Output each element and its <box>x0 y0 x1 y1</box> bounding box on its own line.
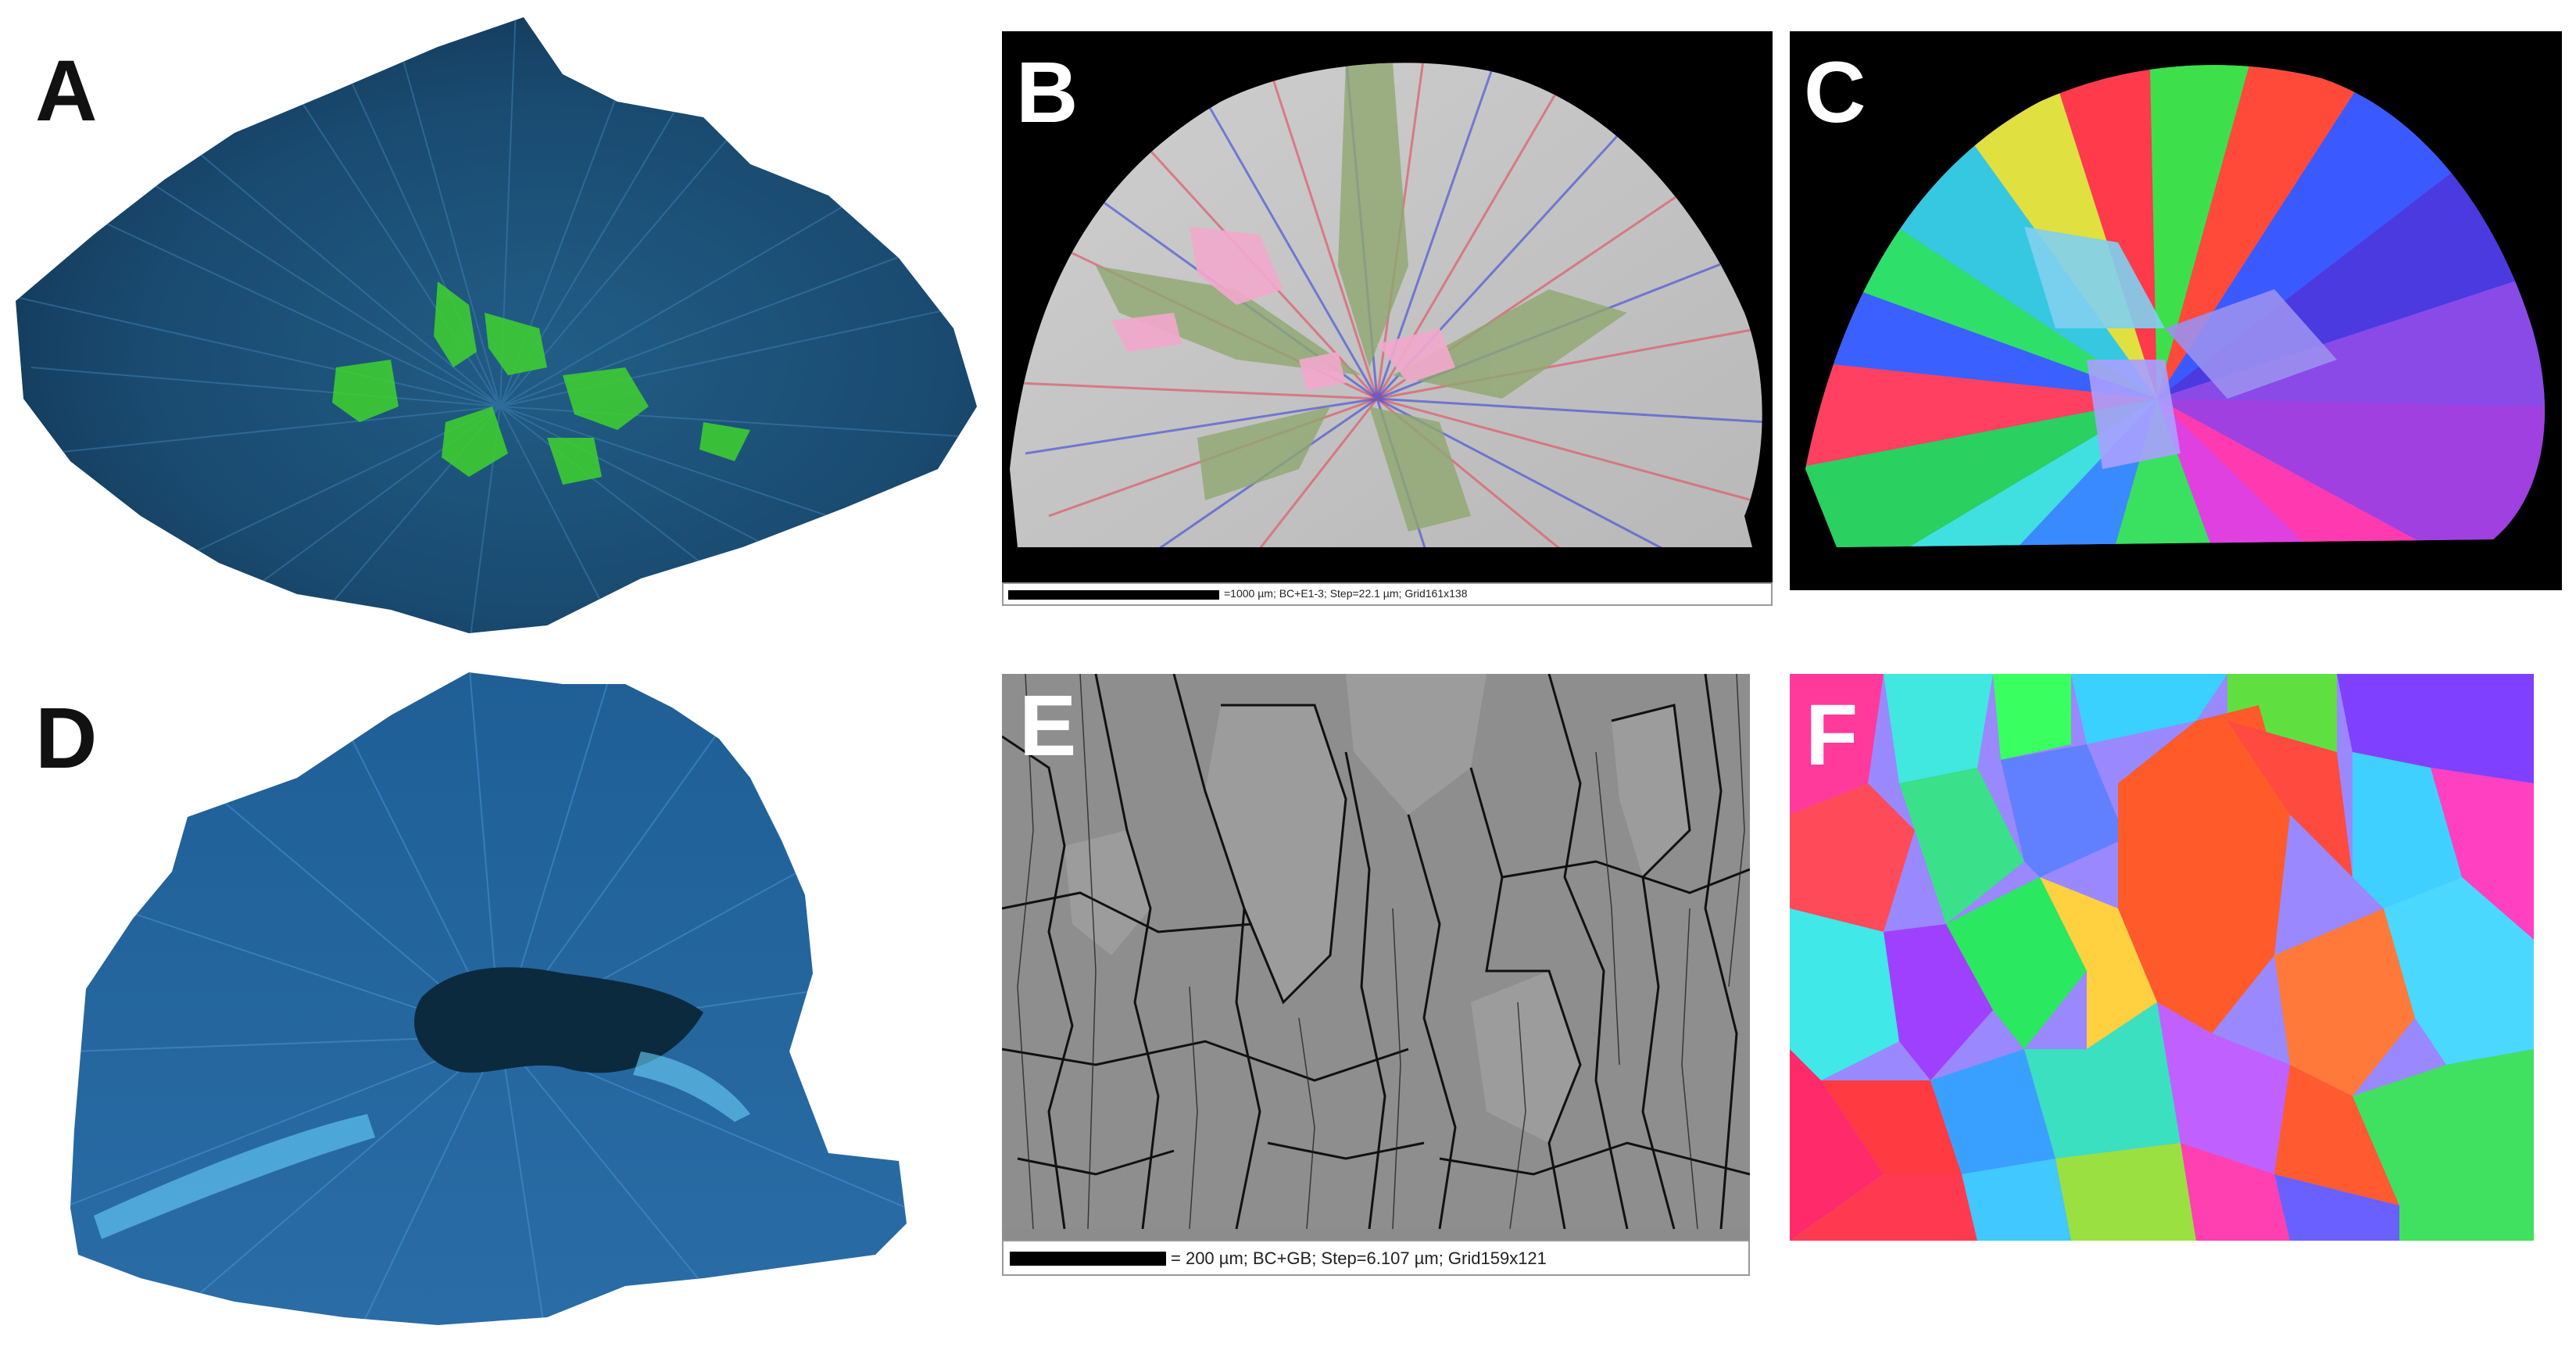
panel-e-scale-text: = 200 µm; BC+GB; Step=6.107 µm; Grid159x… <box>1171 1248 1547 1268</box>
panel-d-label: D <box>35 690 98 786</box>
panel-a: A <box>0 0 993 649</box>
panel-c-label: C <box>1804 45 1866 141</box>
panel-c-specimen <box>1805 65 2545 547</box>
panel-b-image <box>1010 63 1762 548</box>
panel-d: D <box>0 661 946 1347</box>
panel-f: F <box>1790 674 2534 1241</box>
panel-a-image <box>16 17 977 633</box>
panel-b-scale-text: =1000 µm; BC+E1-3; Step=22.1 µm; Grid161… <box>1224 587 1468 600</box>
panel-e: E = 200 µm; BC+GB; Step=6.107 µm; Grid15… <box>1002 674 1750 1276</box>
panel-b-scale-strip: =1000 µm; BC+E1-3; Step=22.1 µm; Grid161… <box>1002 582 1773 606</box>
panel-b-scale-bar <box>1008 590 1219 600</box>
panel-c: C <box>1790 31 2562 590</box>
panel-e-grain-boundaries <box>1002 674 1750 1229</box>
panel-b-label: B <box>1016 45 1079 141</box>
panel-a-label: A <box>35 43 98 139</box>
panel-e-large-grains <box>1064 674 1690 1143</box>
panel-e-fine-boundaries <box>1017 674 1745 1229</box>
panel-e-label: E <box>1019 678 1077 774</box>
panel-b-overlays <box>1017 63 1762 548</box>
panel-d-dark-core <box>94 967 750 1239</box>
panel-b: B =1000 µm; BC+E1-3; Step=22.1 µm; Grid1… <box>1002 31 1773 606</box>
panel-e-scale-strip: = 200 µm; BC+GB; Step=6.107 µm; Grid159x… <box>1002 1240 1750 1276</box>
panel-e-image <box>1002 674 1750 1229</box>
panel-d-image <box>70 672 907 1325</box>
panel-c-image <box>1805 65 2545 547</box>
panel-e-scale-bar <box>1010 1252 1166 1266</box>
panel-f-label: F <box>1805 687 1859 783</box>
panel-f-grains <box>1790 674 2534 1241</box>
panel-f-image <box>1790 674 2534 1241</box>
panel-a-green-regions <box>332 281 750 485</box>
